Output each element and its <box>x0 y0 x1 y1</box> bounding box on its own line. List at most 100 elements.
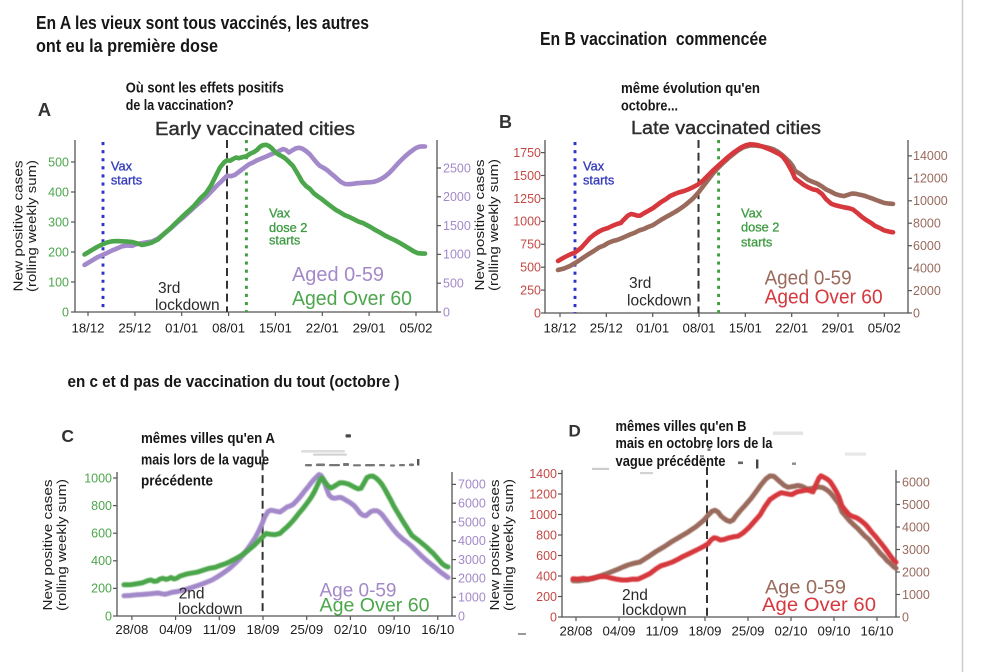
svg-text:25/12: 25/12 <box>590 321 623 335</box>
svg-text:7000: 7000 <box>458 478 486 492</box>
svg-text:6000: 6000 <box>458 497 486 511</box>
svg-text:08/01: 08/01 <box>683 321 716 335</box>
svg-text:14000: 14000 <box>913 149 948 163</box>
svg-text:3000: 3000 <box>902 543 930 557</box>
svg-text:2000: 2000 <box>913 284 941 298</box>
svg-text:2nd: 2nd <box>622 587 648 604</box>
svg-text:4000: 4000 <box>913 261 941 275</box>
svg-text:Aged Over 60: Aged Over 60 <box>765 287 883 309</box>
svg-text:11/09: 11/09 <box>646 625 679 639</box>
svg-text:Vax: Vax <box>583 159 605 174</box>
svg-text:250: 250 <box>520 283 541 297</box>
svg-text:5000: 5000 <box>902 498 930 512</box>
svg-text:3rd: 3rd <box>158 280 180 297</box>
svg-text:300: 300 <box>48 215 69 229</box>
svg-text:mêmes villes qu'en B: mêmes villes qu'en B <box>616 418 747 435</box>
svg-text:500: 500 <box>520 261 541 275</box>
svg-text:Age 0-59: Age 0-59 <box>320 580 397 602</box>
svg-text:même évolution qu'en: même évolution qu'en <box>621 80 760 97</box>
svg-text:800: 800 <box>536 528 557 542</box>
svg-text:0: 0 <box>534 306 541 320</box>
svg-text:ont eu la première dose: ont eu la première dose <box>36 36 218 56</box>
svg-text:(rolling weekly sum): (rolling weekly sum) <box>24 160 39 292</box>
svg-text:04/09: 04/09 <box>603 625 636 639</box>
svg-text:29/01: 29/01 <box>822 321 855 335</box>
svg-text:Aged 0-59: Aged 0-59 <box>292 264 384 286</box>
svg-text:18/12: 18/12 <box>544 321 577 335</box>
svg-text:Vax: Vax <box>111 159 133 174</box>
svg-text:4000: 4000 <box>902 520 930 534</box>
svg-text:New positive cases: New positive cases <box>472 159 487 290</box>
svg-text:mais en octobre lors de la: mais en octobre lors de la <box>616 435 774 452</box>
svg-text:09/10: 09/10 <box>378 623 411 637</box>
svg-text:Age 0-59: Age 0-59 <box>765 577 846 599</box>
svg-text:0: 0 <box>550 610 557 624</box>
svg-text:01/01: 01/01 <box>636 321 669 335</box>
svg-text:Age Over 60: Age Over 60 <box>320 595 430 617</box>
svg-text:A: A <box>38 99 51 120</box>
svg-text:11/09: 11/09 <box>203 623 236 637</box>
svg-text:octobre...: octobre... <box>621 98 678 115</box>
svg-text:Age Over 60: Age Over 60 <box>762 594 876 616</box>
svg-text:04/09: 04/09 <box>159 623 192 637</box>
svg-text:6000: 6000 <box>913 239 941 253</box>
svg-text:lockdown: lockdown <box>178 601 243 618</box>
svg-text:1000: 1000 <box>458 591 486 605</box>
svg-text:2nd: 2nd <box>179 586 205 603</box>
svg-text:09/10: 09/10 <box>818 625 851 639</box>
svg-text:5000: 5000 <box>458 515 486 529</box>
svg-text:28/08: 28/08 <box>560 625 593 639</box>
svg-text:1500: 1500 <box>443 219 471 233</box>
svg-text:25/12: 25/12 <box>118 321 151 335</box>
svg-text:New positive cases: New positive cases <box>11 160 26 291</box>
svg-text:en c et d pas de vaccination d: en c et d pas de vaccination du tout (oc… <box>68 373 400 391</box>
svg-text:Vax: Vax <box>741 206 763 221</box>
svg-text:600: 600 <box>536 549 557 563</box>
svg-text:4000: 4000 <box>458 534 486 548</box>
svg-text:En A les vieux sont tous vacci: En A les vieux sont tous vaccinés, les a… <box>36 13 369 33</box>
svg-text:750: 750 <box>520 238 541 252</box>
svg-text:28/08: 28/08 <box>115 623 148 637</box>
svg-text:200: 200 <box>536 590 557 604</box>
svg-text:02/10: 02/10 <box>775 625 808 639</box>
svg-text:18/12: 18/12 <box>72 321 105 335</box>
svg-text:1000: 1000 <box>902 588 930 602</box>
svg-text:1750: 1750 <box>513 146 541 160</box>
svg-text:Vax: Vax <box>269 206 291 221</box>
svg-text:05/02: 05/02 <box>868 321 901 335</box>
svg-text:15/01: 15/01 <box>259 321 292 335</box>
svg-text:1200: 1200 <box>529 487 557 501</box>
svg-text:2000: 2000 <box>902 565 930 579</box>
svg-text:500: 500 <box>443 277 464 291</box>
svg-text:1000: 1000 <box>84 471 112 485</box>
svg-text:10000: 10000 <box>913 194 948 208</box>
svg-text:400: 400 <box>536 569 557 583</box>
svg-text:1400: 1400 <box>529 467 557 481</box>
svg-text:vague précédente: vague précédente <box>616 453 726 470</box>
svg-text:0: 0 <box>458 609 465 623</box>
svg-text:25/09: 25/09 <box>290 623 323 637</box>
svg-text:starts: starts <box>583 173 614 188</box>
svg-text:200: 200 <box>48 245 69 259</box>
svg-text:D: D <box>569 422 581 441</box>
svg-text:3000: 3000 <box>458 553 486 567</box>
svg-text:précédente: précédente <box>141 473 213 490</box>
svg-text:400: 400 <box>91 554 112 568</box>
svg-text:1250: 1250 <box>513 192 541 206</box>
svg-text:starts: starts <box>741 235 772 250</box>
svg-text:(rolling weekly sum): (rolling weekly sum) <box>501 479 516 611</box>
svg-text:Late vaccinated cities: Late vaccinated cities <box>631 117 821 138</box>
svg-text:8000: 8000 <box>913 217 941 231</box>
svg-text:3rd: 3rd <box>629 275 651 292</box>
svg-text:600: 600 <box>91 527 112 541</box>
svg-text:800: 800 <box>91 499 112 513</box>
svg-text:Early vaccinated cities: Early vaccinated cities <box>155 118 355 139</box>
svg-text:02/10: 02/10 <box>334 623 367 637</box>
svg-text:New positive cases: New positive cases <box>40 479 55 610</box>
svg-text:400: 400 <box>48 185 69 199</box>
svg-text:mêmes villes qu'en A: mêmes villes qu'en A <box>141 430 275 447</box>
svg-text:01/01: 01/01 <box>165 321 198 335</box>
svg-text:(rolling weekly sum): (rolling weekly sum) <box>486 159 501 291</box>
svg-text:starts: starts <box>111 173 142 188</box>
svg-text:6000: 6000 <box>902 475 930 489</box>
